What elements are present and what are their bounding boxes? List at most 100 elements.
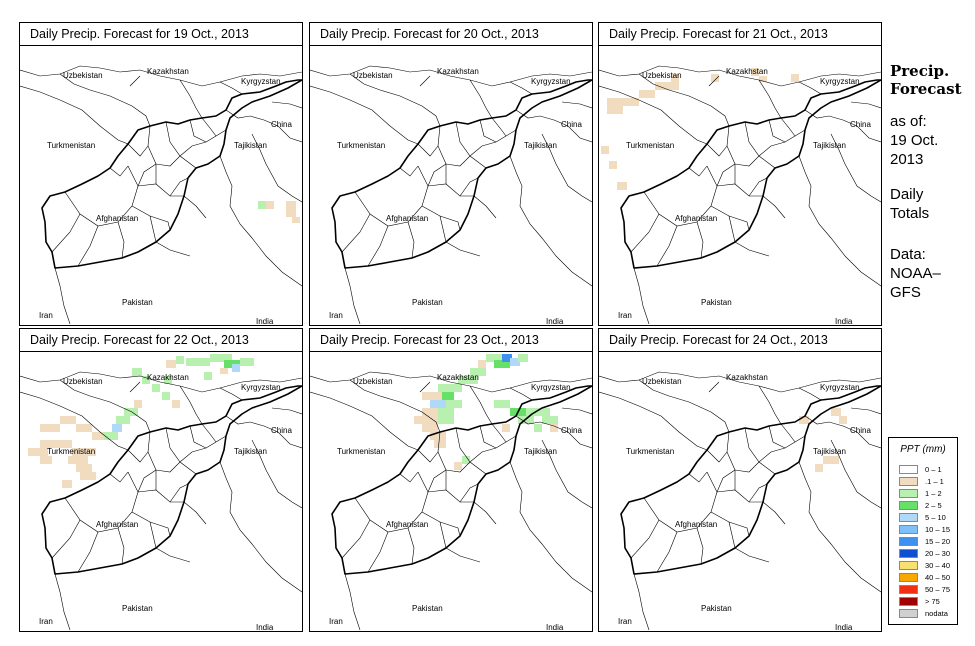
province-border (169, 483, 189, 503)
country-label-pakistan: Pakistan (122, 604, 153, 613)
country-border (183, 501, 207, 525)
precip-cell (751, 68, 759, 76)
country-border (349, 73, 441, 127)
province-border (109, 165, 129, 177)
country-border (251, 133, 267, 165)
country-label-turkmenistan: Turkmenistan (626, 141, 675, 150)
province-border (439, 521, 447, 549)
country-border (179, 385, 203, 425)
precip-cell (494, 360, 510, 368)
data-label: Data: (890, 246, 926, 263)
panel-title: Daily Precip. Forecast for 20 Oct., 2013 (310, 23, 592, 46)
country-border (219, 81, 243, 95)
province-border (656, 225, 678, 267)
precip-cell (72, 448, 96, 456)
country-border (225, 415, 302, 449)
precip-cell (164, 376, 172, 384)
country-label-kyrgyzstan: Kyrgyzstan (241, 383, 281, 392)
country-label-kazakhstan: Kazakhstan (726, 373, 768, 382)
legend-swatch (899, 561, 918, 570)
legend-swatch (899, 525, 918, 534)
country-label-pakistan: Pakistan (412, 604, 443, 613)
province-border (109, 471, 129, 483)
country-border (129, 381, 141, 393)
province-border (165, 121, 197, 169)
province-border (469, 435, 517, 463)
province-border (137, 183, 184, 197)
map (310, 65, 592, 325)
country-border (804, 109, 881, 143)
country-border (509, 461, 592, 593)
country-label-tajikistan: Tajikistan (234, 447, 267, 456)
country-border (708, 75, 720, 87)
province-border (726, 431, 736, 490)
precip-cell (446, 400, 462, 408)
precip-cell (823, 456, 839, 464)
country-border (265, 469, 302, 509)
totals-label: Totals (890, 205, 930, 222)
country-border (310, 85, 419, 145)
afghanistan-border (331, 79, 592, 269)
province-border (427, 183, 474, 197)
precip-cell (152, 384, 160, 392)
country-border (310, 65, 592, 87)
precip-cell (502, 424, 510, 432)
province-border (201, 423, 217, 443)
country-label-afghanistan: Afghanistan (386, 520, 429, 529)
province-border (137, 489, 184, 503)
forecast-panel: Daily Precip. Forecast for 20 Oct., 2013… (309, 22, 593, 326)
sidebar-heading: Precip. Forecast (890, 62, 974, 98)
precip-cell (438, 416, 454, 424)
country-border (850, 101, 881, 109)
legend-swatch (899, 597, 918, 606)
country-border (349, 379, 441, 433)
legend-label: 0 – 1 (925, 465, 942, 474)
source-line2: GFS (890, 284, 921, 301)
sidebar-data-source: Data: NOAA– GFS (890, 245, 974, 302)
country-label-china: China (271, 120, 292, 129)
panel-title: Daily Precip. Forecast for 23 Oct., 2013 (310, 329, 592, 352)
province-border (367, 531, 389, 573)
province-border (437, 431, 447, 490)
province-border (169, 177, 189, 197)
precip-cell (286, 201, 296, 209)
legend-swatch (899, 573, 918, 582)
country-label-iran: Iran (39, 311, 53, 320)
province-border (407, 221, 415, 259)
forecast-panel: Daily Precip. Forecast for 21 Oct., 2013… (598, 22, 882, 326)
province-border (710, 205, 750, 231)
legend-swatch (899, 549, 918, 558)
country-border (804, 415, 881, 449)
country-border (54, 573, 71, 631)
country-label-india: India (835, 317, 853, 326)
province-border (439, 215, 447, 243)
country-label-turkmenistan: Turkmenistan (626, 447, 675, 456)
precip-cell (462, 456, 470, 464)
province-border (155, 461, 181, 473)
country-label-tajikistan: Tajikistan (234, 141, 267, 150)
country-border (469, 385, 493, 425)
province-border (189, 119, 207, 143)
country-label-tajikistan: Tajikistan (813, 447, 846, 456)
precip-cell (601, 146, 609, 154)
precip-cell (124, 408, 138, 416)
precip-cell (494, 400, 510, 408)
country-border (509, 387, 533, 401)
country-border (758, 79, 782, 119)
precip-cell (116, 416, 130, 424)
precip-cell (486, 354, 502, 362)
precip-cell (839, 416, 847, 424)
precip-cell (176, 356, 184, 364)
province-border (716, 163, 736, 187)
precip-cell (286, 209, 296, 217)
country-border (183, 195, 207, 219)
province-border (341, 213, 371, 253)
country-label-india: India (835, 623, 853, 632)
afghanistan-border (620, 79, 881, 269)
province-border (137, 469, 157, 493)
country-border (473, 501, 497, 525)
country-label-kazakhstan: Kazakhstan (437, 67, 479, 76)
country-border (599, 85, 708, 145)
province-border (780, 117, 796, 137)
precip-cell (609, 161, 617, 169)
